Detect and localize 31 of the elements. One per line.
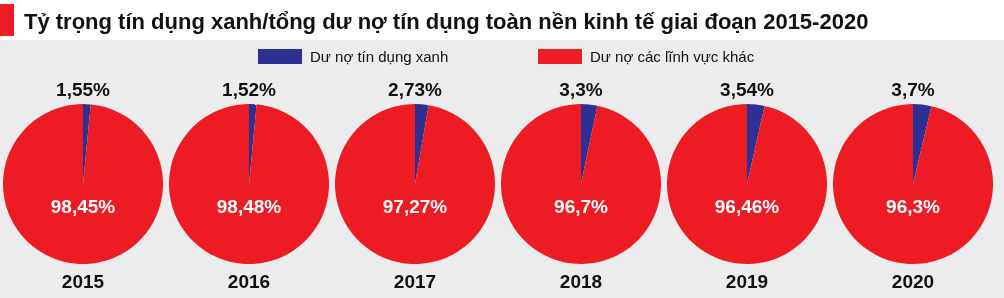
pie-slice [501,104,661,264]
pie-slice [913,104,932,184]
text: 2018 [559,271,603,292]
data-label: 97,27% [382,195,448,217]
data-label: 2,73% [388,79,443,100]
data-label: 96,46% [714,195,780,217]
data-label: 96,3% [886,195,941,217]
pie-slice [169,104,329,264]
pie-slice [747,104,765,184]
text: 2017 [393,271,437,292]
text: 2015 [61,271,105,292]
data-label: 96,7% [554,195,609,217]
data-label: 98,48% [216,195,282,217]
pie-slice [581,104,598,184]
pie-slice [667,104,827,264]
text: 2016 [227,271,271,292]
pie-slice [3,104,163,264]
legend-label: Dư nợ các lĩnh vực khác [590,48,755,65]
data-label: 3,54% [720,79,775,100]
pie-slice [415,104,429,184]
data-label: 3,3% [559,79,603,100]
text: 2019 [725,271,769,292]
data-label: 98,45% [50,195,116,217]
data-label: 3,7% [891,79,935,100]
text: 2020 [891,271,935,292]
data-label: 1,52% [222,79,277,100]
data-label: 1,55% [56,79,111,100]
chart-title: Tỷ trọng tín dụng xanh/tổng dư nợ tín dụng toàn nền kinh tế giai đoạn 2015-2020 [24,9,869,34]
pie-slice [833,104,993,264]
pie-slice [335,104,495,264]
legend-label: Dư nợ tín dụng xanh [310,48,449,65]
